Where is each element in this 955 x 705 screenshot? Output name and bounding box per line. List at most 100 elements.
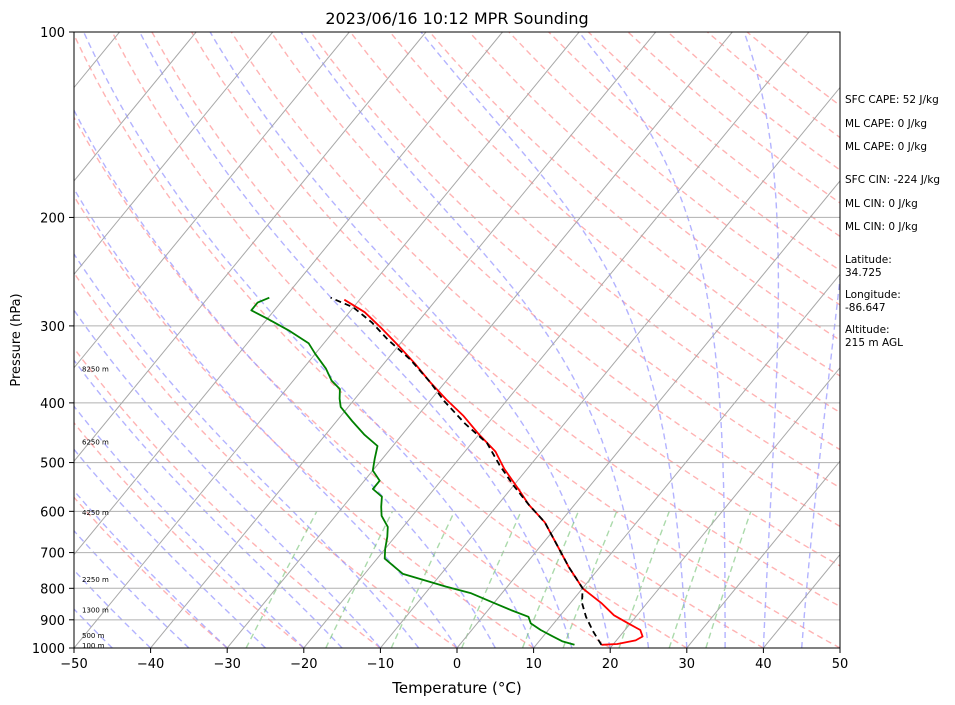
altitude-title: Altitude: <box>845 324 890 336</box>
x-tick-label: 30 <box>679 657 696 672</box>
longitude-block: Longitude: -86.647 <box>845 289 901 315</box>
y-tick-label: 400 <box>40 397 65 412</box>
isotherm-line <box>74 32 350 369</box>
isotherm-line <box>609 366 840 648</box>
y-axis-label: Pressure (hPa) <box>9 293 24 386</box>
y-tick-label: 700 <box>40 547 65 562</box>
parcel-profile <box>330 296 603 646</box>
latitude-title: Latitude: <box>845 254 892 266</box>
y-tick-label: 800 <box>40 582 65 597</box>
isotherm-line <box>74 32 274 276</box>
x-tick-label: 40 <box>755 657 772 672</box>
height-label: 100 m <box>82 642 105 650</box>
isotherm-line <box>150 32 657 648</box>
moist-adiabat <box>209 32 611 648</box>
dry-adiabat <box>230 32 840 567</box>
height-label: 4250 m <box>82 509 109 517</box>
x-axis-ticks: −50 −40 −30 −20 −10 0 10 20 30 40 50 <box>60 648 848 672</box>
dry-adiabat <box>191 32 840 608</box>
moist-adiabat <box>801 272 840 648</box>
height-labels: 100 m 500 m 1300 m 2250 m 4250 m 6250 m 8250 m <box>82 366 109 650</box>
x-tick-label: 50 <box>832 657 849 672</box>
y-tick-label: 500 <box>40 457 65 472</box>
altitude-block: Altitude: 215 m AGL <box>845 324 903 350</box>
x-tick-label: −30 <box>213 657 240 672</box>
x-tick-label: −40 <box>137 657 164 672</box>
y-tick-label: 1000 <box>32 642 65 657</box>
height-label: 8250 m <box>82 366 109 374</box>
isotherm-line <box>74 32 503 556</box>
y-tick-label: 100 <box>40 26 65 41</box>
moist-adiabat <box>74 448 266 648</box>
dry-adiabat <box>74 496 228 648</box>
latitude-value: 34.725 <box>845 267 882 279</box>
dry-adiabat <box>74 194 534 648</box>
y-tick-label: 600 <box>40 505 65 520</box>
isotherm-line <box>686 460 840 648</box>
x-tick-label: −50 <box>60 657 87 672</box>
longitude-title: Longitude: <box>845 289 901 301</box>
isotherm-grid <box>74 32 840 648</box>
moist-adiabat <box>74 489 228 648</box>
moist-adiabat <box>74 529 190 648</box>
moist-adiabat <box>578 32 726 648</box>
y-tick-label: 300 <box>40 320 65 335</box>
height-label: 2250 m <box>82 576 109 584</box>
latitude-block: Latitude: 34.725 <box>845 254 892 280</box>
dry-adiabat <box>270 32 840 528</box>
moist-adiabat <box>74 187 458 648</box>
x-tick-label: 10 <box>525 657 542 672</box>
mixing-ratio-line <box>245 510 318 648</box>
isotherm-line <box>456 180 840 648</box>
dry-adiabat <box>508 32 840 306</box>
dry-adiabat <box>389 32 840 414</box>
x-axis-label: Temperature (°C) <box>391 679 521 697</box>
ml-cape-label: ML CAPE: 0 J/kg <box>845 118 928 130</box>
height-label: 6250 m <box>82 438 109 446</box>
dewpoint-profile <box>250 296 575 646</box>
height-label: 500 m <box>82 632 105 640</box>
isotherm-line <box>74 32 197 182</box>
sfc-cin-label: SFC CIN: -224 J/kg <box>845 174 941 186</box>
ml-cape-label-2: ML CAPE: 0 J/kg <box>845 141 928 153</box>
y-tick-label: 200 <box>40 211 65 226</box>
moist-adiabat <box>300 32 650 648</box>
altitude-value: 215 m AGL <box>845 337 903 349</box>
moist-adiabat <box>74 359 343 648</box>
moist-adiabat <box>74 569 152 648</box>
y-axis-ticks: 100 200 300 400 500 600 700 800 900 1000 <box>32 26 74 657</box>
x-tick-label: −20 <box>290 657 317 672</box>
dry-adiabat <box>310 32 840 489</box>
moist-adiabat <box>83 32 535 648</box>
dry-adiabat <box>349 32 840 451</box>
isotherm-line <box>226 32 733 648</box>
height-label: 1300 m <box>82 607 109 615</box>
dry-adiabat <box>74 347 381 648</box>
y-tick-label: 900 <box>40 614 65 629</box>
ml-cin-label: ML CIN: 0 J/kg <box>845 198 918 210</box>
dry-adiabat <box>74 271 458 648</box>
isotherm-line <box>380 86 840 648</box>
plot-area <box>74 32 840 648</box>
x-tick-label: 0 <box>453 657 461 672</box>
moist-adiabat <box>74 308 381 648</box>
mixing-ratio-line <box>325 510 394 648</box>
x-tick-label: −10 <box>367 657 394 672</box>
longitude-value: -86.647 <box>845 302 886 314</box>
dry-adiabat <box>74 33 688 648</box>
chart-title: 2023/06/16 10:12 MPR Sounding <box>325 9 588 28</box>
ml-cin-label-2: ML CIN: 0 J/kg <box>845 221 918 233</box>
isotherm-line <box>303 32 810 648</box>
dry-adiabat <box>74 115 611 648</box>
dry-adiabat <box>151 32 840 648</box>
moist-adiabat <box>743 32 780 648</box>
isotherm-line <box>74 32 580 648</box>
isotherm-line <box>533 273 840 648</box>
moist-adiabat <box>74 405 305 648</box>
profiles <box>250 296 644 646</box>
isotherm-line <box>74 32 427 462</box>
x-tick-label: 20 <box>602 657 619 672</box>
sfc-cape-label: SFC CAPE: 52 J/kg <box>845 94 939 106</box>
isobar-grid <box>74 32 840 648</box>
